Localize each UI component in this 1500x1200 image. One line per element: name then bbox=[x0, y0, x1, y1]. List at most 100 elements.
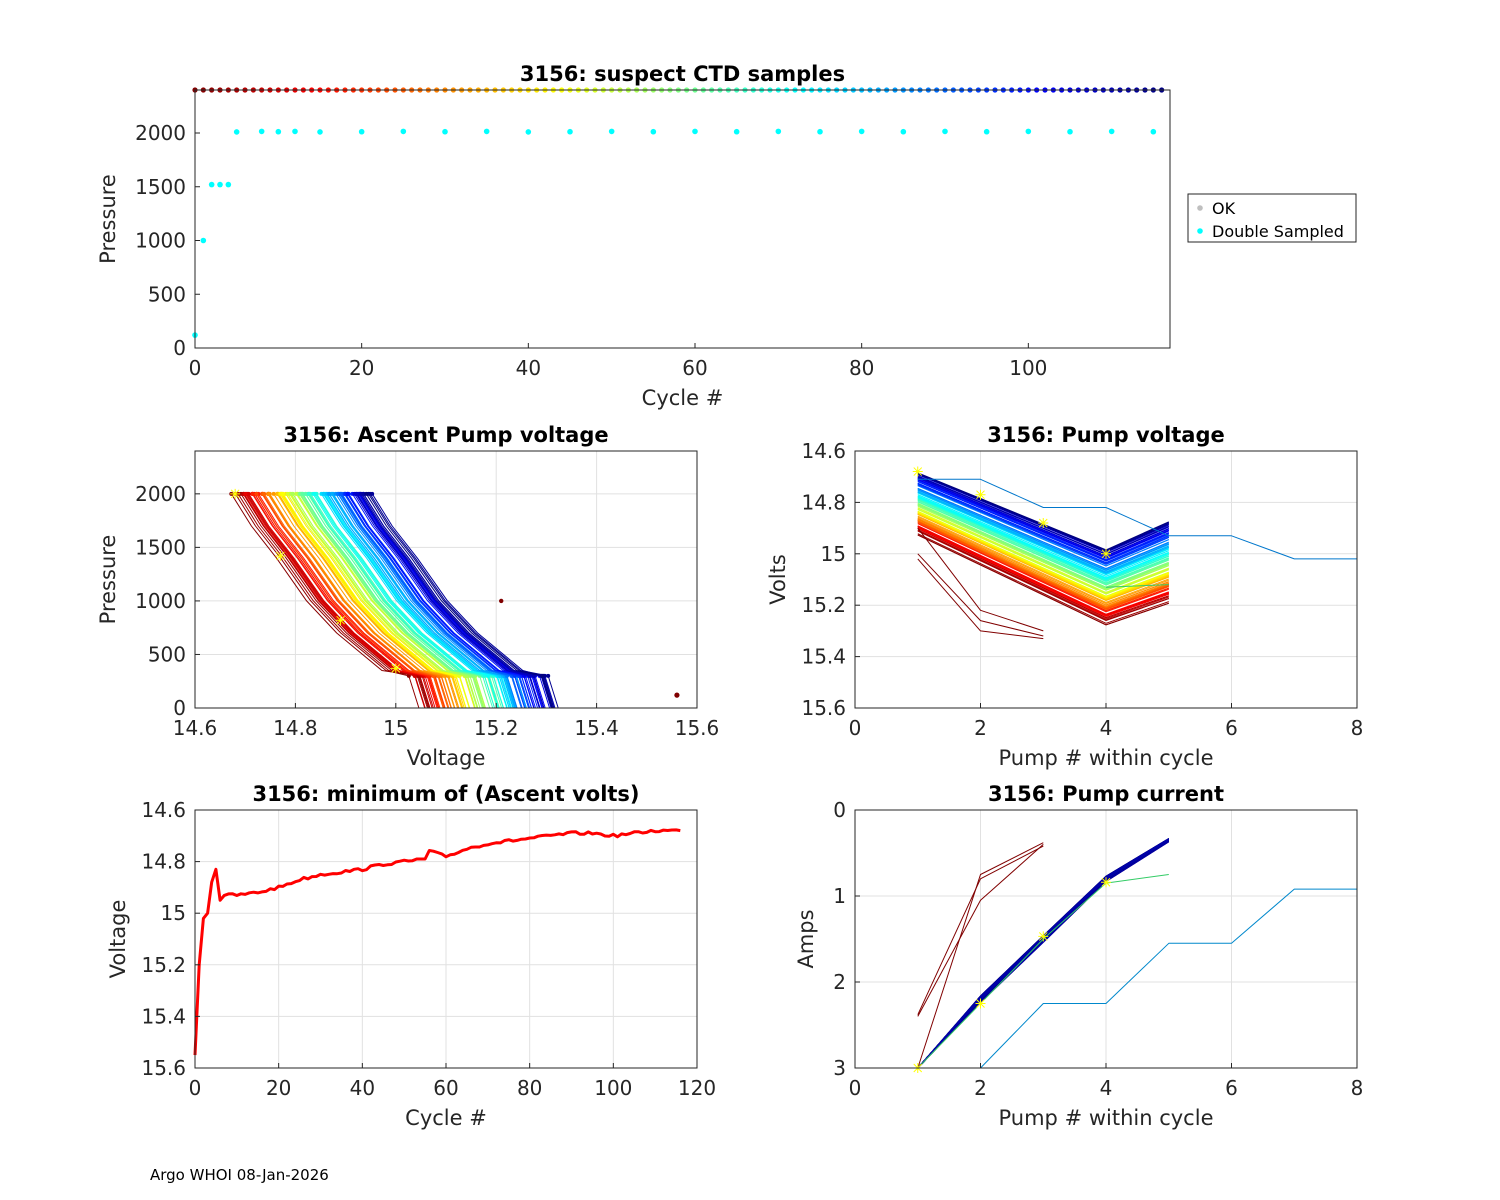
ascent-point bbox=[546, 673, 551, 678]
tick-label-x: 15.6 bbox=[675, 716, 720, 740]
green-cycle-line bbox=[1105, 584, 1169, 588]
pump-voltage-line bbox=[917, 485, 1169, 567]
pump-voltage-line bbox=[917, 500, 1169, 585]
chart-title: 3156: Pump current bbox=[988, 782, 1224, 806]
pump-voltage-line bbox=[917, 525, 1169, 615]
min-voltage-line bbox=[193, 828, 681, 1056]
tick-label-x: 40 bbox=[516, 356, 541, 380]
ascent-point bbox=[246, 491, 251, 496]
pump-voltage-line bbox=[917, 508, 1169, 594]
ascent-point bbox=[486, 673, 491, 678]
tick-label-x: 20 bbox=[349, 356, 374, 380]
early-cycle-line bbox=[917, 845, 1044, 1015]
tick-label-y: 0 bbox=[173, 336, 186, 360]
pump-voltage-line bbox=[917, 503, 1169, 588]
pump-voltage-line bbox=[917, 534, 1169, 626]
x-axis-label: Cycle # bbox=[405, 1106, 487, 1130]
double-sampled-point bbox=[292, 128, 298, 135]
tick-label-x: 14.8 bbox=[273, 716, 318, 740]
tick-label-x: 0 bbox=[849, 716, 862, 740]
x-axis-label: Pump # within cycle bbox=[999, 746, 1214, 770]
tick-label-y: 2000 bbox=[135, 121, 186, 145]
pump-voltage-line bbox=[917, 516, 1169, 604]
double-sampled-point bbox=[233, 129, 240, 135]
pump-voltage-line bbox=[917, 511, 1169, 598]
tick-label-y: 15.2 bbox=[141, 953, 186, 977]
pump-voltage-line bbox=[917, 527, 1169, 617]
double-sampled-point bbox=[225, 181, 232, 188]
y-axis-label: Volts bbox=[766, 554, 790, 605]
ascent-profile-line bbox=[360, 493, 545, 709]
tick-label-x: 80 bbox=[517, 1076, 542, 1100]
early-cycle-line bbox=[917, 844, 1044, 1017]
ascent-point bbox=[306, 491, 311, 496]
legend-entry: OK bbox=[1212, 199, 1236, 218]
pump-voltage-line bbox=[917, 512, 1169, 599]
ascent-point bbox=[540, 673, 545, 678]
double-sampled-point bbox=[608, 128, 615, 135]
pump-voltage-line bbox=[917, 530, 1169, 621]
double-sampled-point bbox=[525, 129, 532, 135]
double-sampled-point bbox=[692, 128, 698, 135]
tick-label-x: 15.4 bbox=[574, 716, 619, 740]
axes-frame-pumpv: 0 2 4 6 8 14.6 14.8 15 15.2 15.4 15.6 3156: Pump vo… bbox=[766, 423, 1363, 770]
tick-label-x: 4 bbox=[1100, 716, 1113, 740]
double-sampled-point bbox=[650, 128, 657, 135]
ascent-point bbox=[262, 491, 267, 496]
tick-label-y: 1000 bbox=[135, 229, 186, 253]
pump-voltage-line bbox=[917, 523, 1169, 613]
tick-label-x: 0 bbox=[849, 1076, 862, 1100]
ascent-profile-line bbox=[247, 493, 426, 709]
chart-title: 3156: minimum of (Ascent volts) bbox=[252, 782, 639, 806]
pump-voltage-line bbox=[917, 496, 1169, 580]
marker-star bbox=[912, 466, 923, 477]
marker-star bbox=[230, 488, 241, 499]
plot-frame bbox=[194, 450, 698, 709]
ascent-point bbox=[271, 491, 276, 496]
tick-label-x: 14.6 bbox=[173, 716, 218, 740]
pump-voltage-line bbox=[917, 507, 1169, 593]
tick-label-y: 1000 bbox=[135, 589, 186, 613]
double-sampled-point bbox=[442, 128, 448, 135]
tick-label-x: 60 bbox=[433, 1076, 458, 1100]
pump-voltage-line bbox=[917, 527, 1169, 619]
ascent-point bbox=[345, 491, 350, 496]
plot-layer-minv bbox=[193, 828, 681, 1056]
double-sampled-point bbox=[1067, 128, 1073, 135]
double-sampled-point bbox=[858, 128, 865, 135]
long-cycle-line bbox=[917, 478, 1357, 560]
ascent-point bbox=[355, 491, 360, 496]
pump-voltage-line bbox=[917, 512, 1169, 600]
tick-label-y: 1500 bbox=[135, 535, 186, 559]
pump-voltage-line bbox=[917, 529, 1169, 620]
plot-frame bbox=[194, 89, 1171, 349]
double-sampled-point bbox=[983, 128, 990, 135]
pump-voltage-line bbox=[917, 490, 1169, 573]
pump-voltage-line bbox=[917, 504, 1169, 590]
plot-area bbox=[195, 90, 1170, 348]
axes-frame-minv: 0 20 40 60 80 100 120 14.6 14.8 15 15.2 15.4 15.6 315… bbox=[106, 782, 716, 1130]
pump-voltage-line bbox=[917, 483, 1169, 564]
pump-voltage-line bbox=[917, 498, 1169, 582]
marker-star bbox=[275, 550, 286, 561]
ascent-point bbox=[281, 491, 286, 496]
tick-label-y: 500 bbox=[148, 642, 186, 666]
ascent-point bbox=[275, 491, 280, 496]
tick-label-x: 80 bbox=[849, 356, 874, 380]
ascent-point bbox=[254, 491, 259, 496]
ascent-point bbox=[364, 491, 369, 496]
legend: OK Double Sampled bbox=[1187, 193, 1357, 243]
tick-label-y: 14.6 bbox=[141, 798, 186, 822]
pump-voltage-line bbox=[917, 521, 1169, 611]
ascent-point bbox=[250, 491, 255, 496]
ascent-point bbox=[300, 491, 305, 496]
double-sampled-point bbox=[483, 128, 490, 135]
plot-layer-ascent bbox=[229, 488, 680, 709]
y-axis-label: Amps bbox=[794, 909, 818, 968]
tick-label-y: 15 bbox=[821, 542, 846, 566]
axes-frame-ascent: 14.6 14.8 15 15.2 15.4 15.6 0 500 1000 1500 2000 31… bbox=[96, 423, 719, 770]
ascent-profile-line bbox=[234, 493, 420, 709]
long-cycle-line bbox=[917, 888, 1357, 1069]
